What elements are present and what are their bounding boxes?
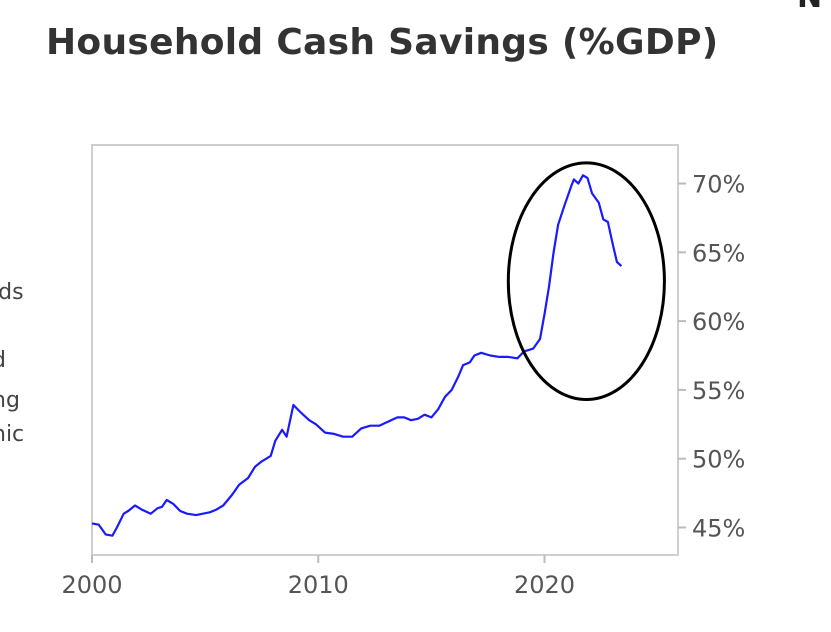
cropped-side-text-2: d xyxy=(0,348,6,373)
highlight-ellipse xyxy=(506,161,666,402)
cropped-side-text-3: ng xyxy=(0,388,20,413)
cropped-side-text-4: nic xyxy=(0,422,25,447)
plot-frame xyxy=(91,144,679,556)
chart-title: Household Cash Savings (%GDP) xyxy=(46,22,719,63)
cropped-side-text-1: lds xyxy=(0,280,24,305)
x-tick-label: 2020 xyxy=(514,571,575,599)
y-tick-label: 70% xyxy=(692,171,745,199)
y-tick-label: 60% xyxy=(692,308,745,336)
x-tick-label: 2000 xyxy=(61,571,122,599)
series-line xyxy=(91,174,623,537)
y-tick-label: 55% xyxy=(692,377,745,405)
cropped-corner-text: N xyxy=(797,0,822,15)
x-tick-label: 2010 xyxy=(288,571,349,599)
y-tick-label: 65% xyxy=(692,239,745,267)
y-tick-label: 50% xyxy=(692,446,745,474)
y-tick-label: 45% xyxy=(692,514,745,542)
